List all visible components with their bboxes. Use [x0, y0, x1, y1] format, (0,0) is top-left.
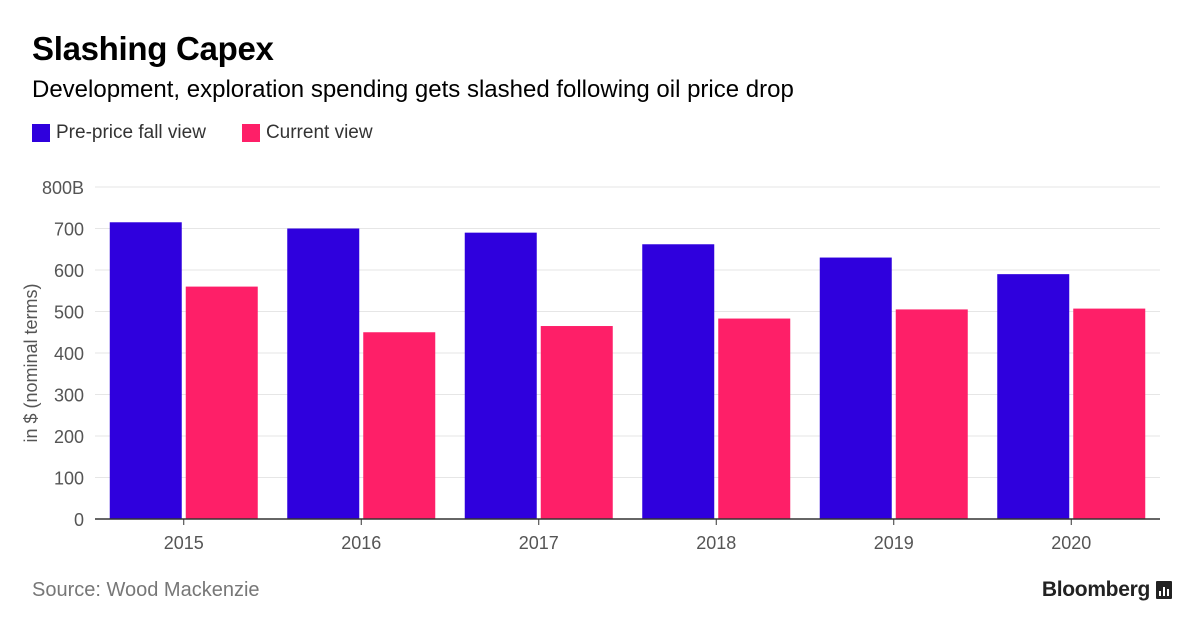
y-tick-label: 100	[54, 469, 84, 489]
bar-pre-price-2016	[287, 228, 360, 519]
legend-swatch-current	[241, 124, 260, 142]
bar-pre-price-2018	[642, 244, 715, 519]
legend-swatch-pre-price	[32, 124, 50, 142]
x-tick-label: 2018	[696, 533, 736, 553]
legend-item-pre-price: Pre-price fall view	[32, 122, 206, 144]
legend-label-current: Current view	[265, 122, 373, 143]
y-axis-label: in $ (nominal terms)	[21, 283, 41, 442]
brand-name: Bloomberg	[1041, 578, 1150, 601]
bar-current-2020	[1073, 308, 1146, 519]
bar-pre-price-2019	[819, 257, 892, 519]
bloomberg-terminal-icon	[1156, 581, 1172, 599]
y-tick-label: 200	[54, 427, 84, 447]
bar-pre-price-2015	[109, 222, 182, 519]
x-tick-label: 2015	[164, 533, 204, 553]
y-tick-label: 800B	[42, 178, 84, 198]
y-tick-label: 300	[54, 386, 84, 406]
bar-pre-price-2017	[464, 232, 537, 519]
y-tick-label: 400	[54, 344, 84, 364]
source-note: Source: Wood Mackenzie	[32, 579, 260, 601]
bar-current-2018	[718, 318, 791, 519]
bar-current-2019	[895, 309, 968, 519]
x-tick-label: 2020	[1051, 533, 1091, 553]
y-tick-label: 0	[74, 510, 84, 530]
chart-subtitle: Development, exploration spending gets s…	[32, 76, 794, 103]
legend-label-pre-price: Pre-price fall view	[56, 122, 206, 143]
bar-current-2017	[540, 326, 613, 519]
y-tick-label: 500	[54, 303, 84, 323]
x-tick-label: 2016	[341, 533, 381, 553]
legend-item-current: Current view	[241, 122, 373, 144]
legend: Pre-price fall view Current view	[32, 122, 409, 144]
y-tick-label: 600	[54, 261, 84, 281]
bar-current-2015	[185, 286, 258, 519]
chart-title: Slashing Capex	[32, 30, 274, 67]
x-tick-label: 2019	[874, 533, 914, 553]
brand-logo: Bloomberg	[1042, 578, 1172, 602]
bar-pre-price-2020	[997, 274, 1070, 519]
y-tick-label: 700	[54, 220, 84, 240]
bar-current-2016	[363, 332, 436, 519]
x-tick-label: 2017	[519, 533, 559, 553]
